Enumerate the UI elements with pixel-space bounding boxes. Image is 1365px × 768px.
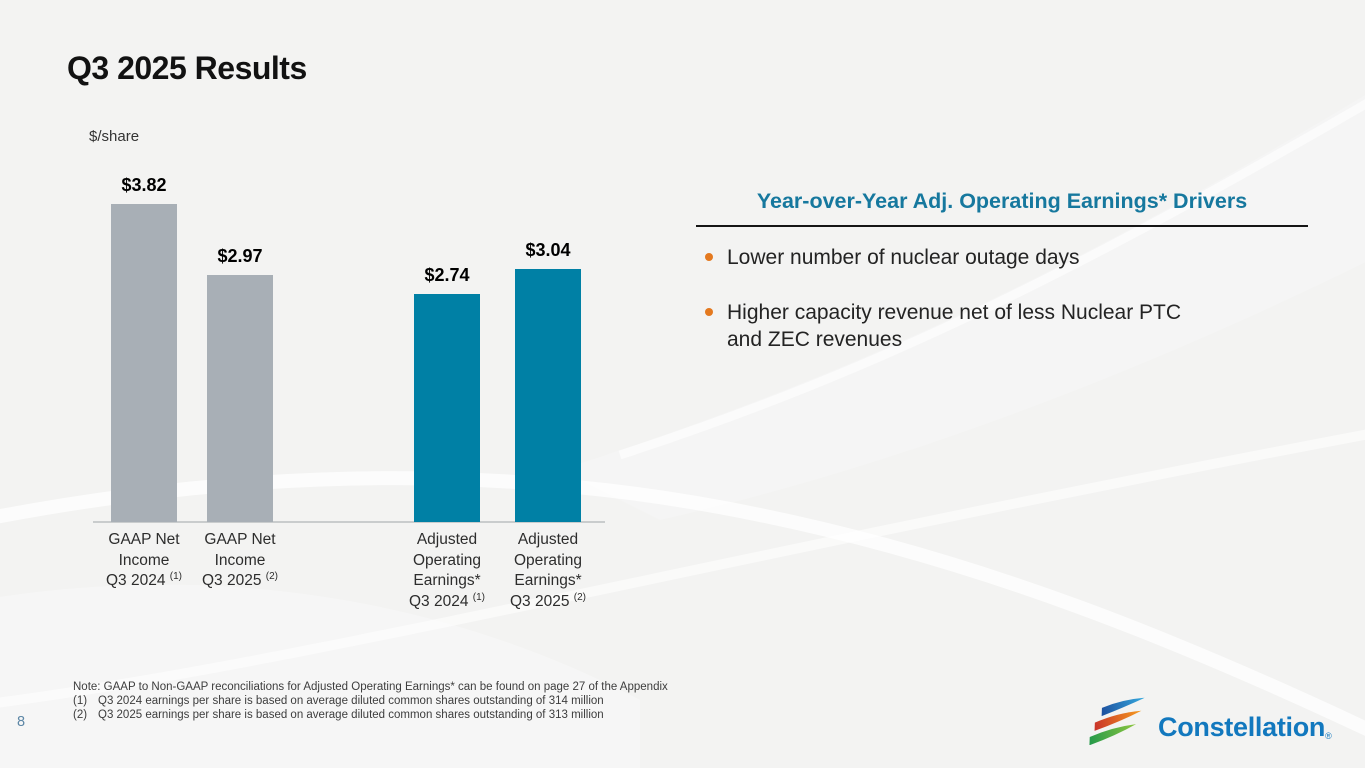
footnotes: Note: GAAP to Non-GAAP reconciliations f… — [73, 680, 668, 723]
chart-baseline — [93, 521, 605, 523]
constellation-logo: Constellation ® — [1081, 697, 1332, 745]
bar-category-label: Adjusted Operating Earnings* Q3 2024 (1) — [408, 531, 485, 610]
driver-bullet: Higher capacity revenue net of less Nucl… — [696, 299, 1216, 353]
chart-bar-1 — [111, 204, 177, 522]
chart-units-label: $/share — [89, 128, 140, 145]
footnote-marker: (2) — [73, 709, 88, 722]
footnote-line: Note: GAAP to Non-GAAP reconciliations f… — [73, 680, 668, 694]
chart-bar-2 — [207, 275, 273, 522]
bullet-dot-icon — [705, 308, 713, 316]
drivers-heading: Year-over-Year Adj. Operating Earnings* … — [696, 189, 1308, 227]
bullet-dot-icon — [705, 253, 713, 261]
bar-category-label: GAAP Net Income Q3 2025 (2) — [201, 531, 278, 589]
constellation-logo-icon — [1089, 697, 1145, 745]
chart-bar-4 — [515, 269, 581, 522]
bar-value-label: $3.04 — [525, 240, 571, 260]
chart-bar-3 — [414, 294, 480, 522]
bar-value-label: $2.74 — [424, 265, 470, 285]
page-number: 8 — [17, 714, 26, 730]
registered-mark: ® — [1325, 731, 1332, 741]
footnote-line: (1) Q3 2024 earnings per share is based o… — [73, 694, 668, 708]
bar-category-label: Adjusted Operating Earnings* Q3 2025 (2) — [509, 531, 586, 610]
footnote-line: (2) Q3 2025 earnings per share is based o… — [73, 708, 668, 722]
footnote-text: Q3 2025 earnings per share is based on a… — [98, 709, 604, 722]
constellation-logo-text: Constellation — [1158, 712, 1326, 742]
bar-value-label: $3.82 — [121, 175, 167, 195]
drivers-panel: Year-over-Year Adj. Operating Earnings* … — [696, 189, 1308, 353]
footnote-marker: (1) — [73, 695, 88, 708]
footnote-text: Q3 2024 earnings per share is based on a… — [98, 695, 604, 708]
bar-value-label: $2.97 — [217, 246, 263, 266]
bar-category-label: GAAP Net Income Q3 2024 (1) — [105, 531, 182, 589]
drivers-bullet-list: Lower number of nuclear outage days Highe… — [696, 244, 1216, 353]
page-title: Q3 2025 Results — [67, 50, 307, 86]
footnote-text: Note: GAAP to Non-GAAP reconciliations f… — [73, 681, 668, 693]
driver-bullet-text: Higher capacity revenue net of less Nucl… — [727, 301, 1182, 351]
driver-bullet: Lower number of nuclear outage days — [696, 244, 1216, 271]
driver-bullet-text: Lower number of nuclear outage days — [727, 246, 1080, 269]
